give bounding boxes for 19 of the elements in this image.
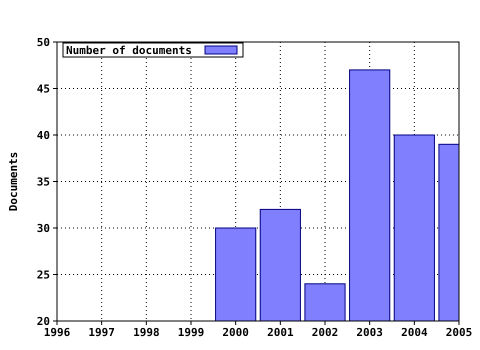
x-tick-label: 2001 bbox=[267, 326, 294, 339]
y-tick-label: 20 bbox=[36, 315, 50, 328]
legend-label: Number of documents bbox=[66, 44, 192, 57]
x-tick-label: 1999 bbox=[178, 326, 204, 339]
x-tick-label: 1997 bbox=[88, 326, 115, 339]
y-tick-label: 30 bbox=[36, 222, 50, 235]
x-tick-label: 1996 bbox=[44, 326, 71, 339]
x-tick-label: 2002 bbox=[312, 326, 338, 339]
y-axis-title: Documents bbox=[7, 152, 20, 212]
y-tick-label: 50 bbox=[36, 36, 50, 49]
x-tick-label: 1998 bbox=[133, 326, 160, 339]
y-tick-label: 45 bbox=[36, 82, 50, 96]
x-tick-label: 2004 bbox=[401, 326, 428, 339]
x-tick-label: 2005 bbox=[446, 326, 472, 339]
y-tick-label: 25 bbox=[36, 268, 50, 282]
x-tick-label: 2000 bbox=[222, 326, 249, 339]
x-tick-label: 2003 bbox=[356, 326, 383, 339]
y-tick-label: 35 bbox=[36, 176, 50, 188]
y-tick-label: 40 bbox=[36, 129, 50, 142]
